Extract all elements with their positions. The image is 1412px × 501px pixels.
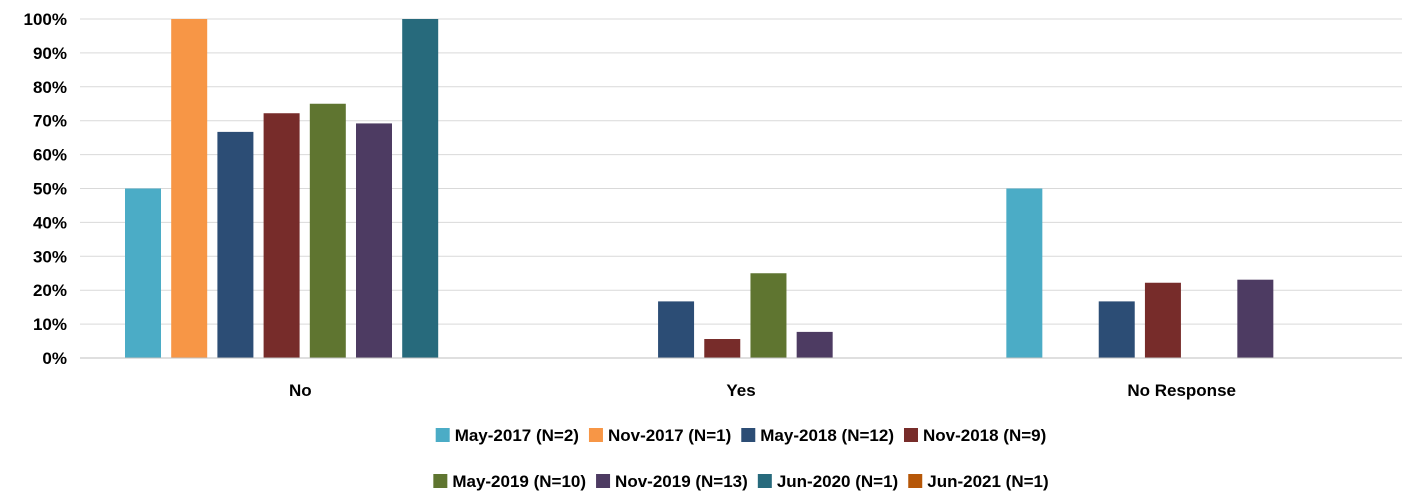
legend-label: Jun-2020 (N=1)	[777, 472, 898, 491]
y-tick-label: 100%	[24, 10, 67, 29]
legend-label: Nov-2017 (N=1)	[608, 426, 731, 445]
bar	[125, 188, 161, 358]
y-tick-label: 80%	[33, 78, 67, 97]
y-tick-label: 70%	[33, 112, 67, 131]
bar	[1006, 188, 1043, 358]
y-tick-label: 60%	[33, 146, 67, 165]
axes: 0% 10% 20% 30% 40% 50% 60% 70% 80% 90% 100% No Yes No…	[24, 10, 1402, 400]
bar	[658, 301, 695, 358]
y-tick-label: 10%	[33, 315, 67, 334]
legend-swatch	[908, 474, 923, 488]
bar	[263, 113, 300, 358]
legend-swatch	[903, 428, 918, 442]
legend-label: Nov-2018 (N=9)	[923, 426, 1046, 445]
legend-swatch	[435, 428, 450, 442]
legend-swatch	[596, 474, 611, 488]
bar	[1098, 301, 1135, 358]
bar	[217, 131, 254, 358]
x-category-label: No Response	[1127, 381, 1236, 400]
y-tick-label: 30%	[33, 247, 67, 266]
y-tick-label: 50%	[33, 180, 67, 199]
bar	[1237, 279, 1274, 358]
legend-label: May-2017 (N=2)	[455, 426, 579, 445]
legend: May-2017 (N=2) Nov-2017 (N=1) May-2018 (N=…	[433, 426, 1049, 491]
legend-swatch	[757, 474, 772, 488]
legend-label: May-2019 (N=10)	[452, 472, 586, 491]
bar	[402, 19, 439, 358]
gridlines	[80, 18, 1402, 325]
bars	[125, 19, 1274, 358]
legend-swatch	[433, 474, 448, 488]
bar	[796, 331, 833, 358]
legend-label: Nov-2019 (N=13)	[615, 472, 748, 491]
bar	[750, 273, 787, 358]
x-category-label: No	[289, 381, 312, 400]
y-tick-label: 20%	[33, 281, 67, 300]
bar	[309, 103, 346, 358]
bar	[356, 123, 392, 358]
y-tick-label: 40%	[33, 213, 67, 232]
legend-swatch	[741, 428, 756, 442]
bar	[704, 339, 741, 358]
legend-label: Jun-2021 (N=1)	[927, 472, 1048, 491]
x-category-label: Yes	[726, 381, 755, 400]
legend-label: May-2018 (N=12)	[760, 426, 894, 445]
bar	[1144, 282, 1181, 358]
y-tick-label: 0%	[42, 349, 67, 368]
y-tick-label: 90%	[33, 44, 67, 63]
legend-swatch	[588, 428, 603, 442]
bar	[171, 19, 208, 358]
